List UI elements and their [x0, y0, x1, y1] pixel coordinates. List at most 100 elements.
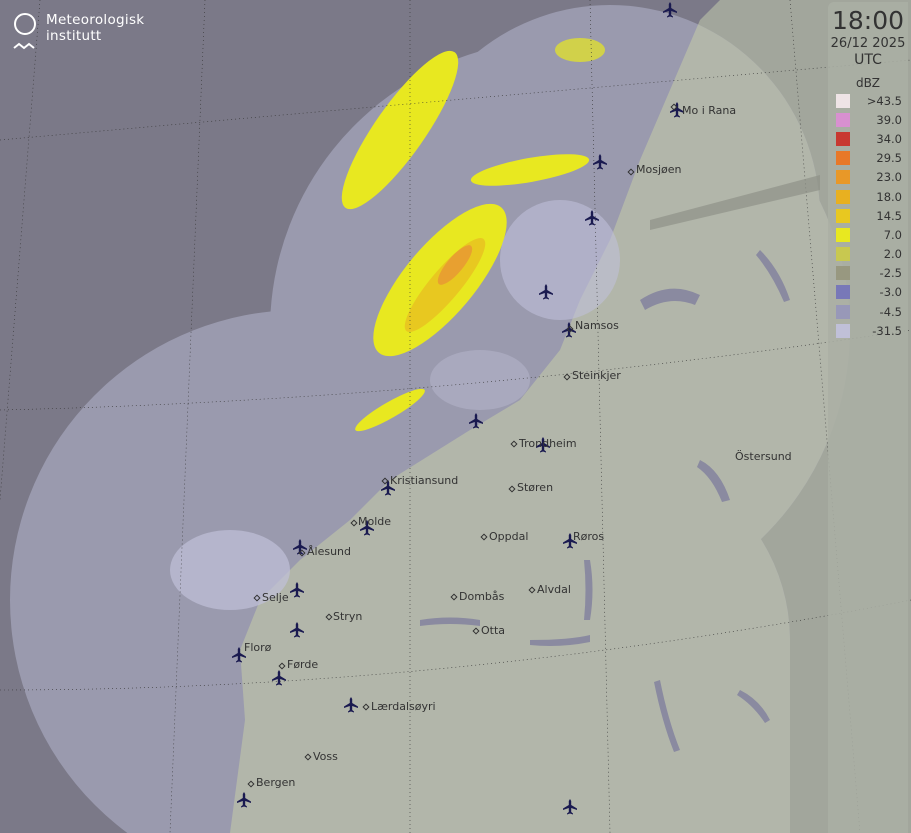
city-label: Førde [287, 658, 318, 671]
city-marker [381, 477, 389, 485]
legend-swatch [836, 285, 850, 300]
legend-value: 18.0 [876, 189, 902, 204]
legend-swatch [836, 247, 850, 262]
airport-icon [381, 480, 395, 496]
legend-value: 39.0 [876, 112, 902, 127]
city-marker [510, 440, 518, 448]
legend-value: -31.5 [872, 323, 902, 338]
met-logo: Meteorologisk institutt [12, 12, 144, 54]
legend-swatch [836, 227, 850, 242]
legend-panel: 18:00 26/12 2025 UTC dBZ >43.5 39.0 34.0 29… [828, 2, 908, 833]
city-label: Mo i Rana [682, 104, 736, 117]
legend-value: 23.0 [876, 170, 902, 185]
legend-item: 23.0 [828, 168, 908, 187]
legend-item: 18.0 [828, 187, 908, 206]
legend-value: -2.5 [879, 266, 902, 281]
city-label: Otta [481, 624, 505, 637]
city-marker [450, 593, 458, 601]
airport-icon [563, 799, 577, 815]
airport-icon [593, 154, 607, 170]
city-label: Östersund [735, 450, 792, 463]
time-label: 18:00 [831, 6, 905, 35]
city-label: Stryn [333, 610, 362, 623]
city-label: Trondheim [518, 437, 577, 450]
airport-icon [293, 539, 307, 555]
city-label: Alvdal [537, 583, 571, 596]
city-marker [566, 325, 574, 333]
city-label: Molde [358, 515, 391, 528]
airport-icon [469, 413, 483, 429]
city-label: Lærdalsøyri [371, 700, 436, 713]
legend-value: -4.5 [879, 304, 902, 319]
legend-item: >43.5 [828, 91, 908, 110]
city-label: Ålesund [307, 545, 351, 558]
legend-value: 7.0 [883, 227, 902, 242]
logo-icon [13, 13, 36, 50]
city-marker [508, 485, 516, 493]
legend-swatch [836, 208, 850, 223]
airport-icon [670, 102, 684, 118]
city-marker [350, 519, 358, 527]
city-marker [670, 103, 678, 111]
airport-icon [237, 792, 251, 808]
city-marker [528, 586, 536, 594]
airport-icon [536, 437, 550, 453]
city-label: Florø [244, 641, 272, 654]
legend-value: 14.5 [876, 208, 902, 223]
legend-swatch [836, 112, 850, 127]
airport-icon [563, 533, 577, 549]
airport-icon [539, 284, 553, 300]
legend-item: -4.5 [828, 302, 908, 321]
legend-swatch [836, 170, 850, 185]
legend-value: 2.0 [883, 247, 902, 262]
airport-icon [290, 582, 304, 598]
city-marker [298, 549, 306, 557]
legend-item: 29.5 [828, 149, 908, 168]
city-label: Kristiansund [390, 474, 458, 487]
timezone-label: UTC [854, 52, 882, 68]
lakes [420, 250, 790, 752]
legend-swatch [836, 151, 850, 166]
legend-item: 2.0 [828, 245, 908, 264]
date-label: 26/12 2025 [830, 36, 906, 51]
city-label: Bergen [256, 776, 295, 789]
legend-value: 34.0 [876, 131, 902, 146]
airport-icon [290, 622, 304, 638]
city-marker [278, 662, 286, 670]
legend-swatch [836, 189, 850, 204]
legend-swatch [836, 93, 850, 108]
city-label: Voss [313, 750, 338, 763]
airport-icon [232, 647, 246, 663]
legend-item: 39.0 [828, 110, 908, 129]
logo-line1: Meteorologisk [46, 12, 145, 28]
city-marker [325, 613, 333, 621]
city-label: Steinkjer [572, 369, 621, 382]
legend-swatch [836, 323, 850, 338]
city-marker [362, 703, 370, 711]
city-marker [247, 780, 255, 788]
city-label: Mosjøen [636, 163, 682, 176]
airport-icon [272, 670, 286, 686]
city-marker [563, 373, 571, 381]
legend-value: -3.0 [879, 285, 902, 300]
city-marker [627, 168, 635, 176]
city-label: Dombås [459, 590, 505, 603]
legend-swatch [836, 131, 850, 146]
airport-icon [344, 697, 358, 713]
legend-item: 34.0 [828, 129, 908, 148]
city-marker [472, 627, 480, 635]
airport-icon [360, 520, 374, 536]
unit-label: dBZ [855, 76, 881, 90]
city-marker [253, 594, 261, 602]
legend-item: -3.0 [828, 283, 908, 302]
legend-item: -31.5 [828, 321, 908, 340]
city-label: Namsos [575, 319, 619, 332]
city-label: Oppdal [489, 530, 528, 543]
city-label: Selje [262, 591, 289, 604]
logo-line2: institutt [46, 28, 102, 44]
airport-icon [663, 2, 677, 18]
city-label: Støren [517, 481, 553, 494]
legend-value: 29.5 [876, 151, 902, 166]
